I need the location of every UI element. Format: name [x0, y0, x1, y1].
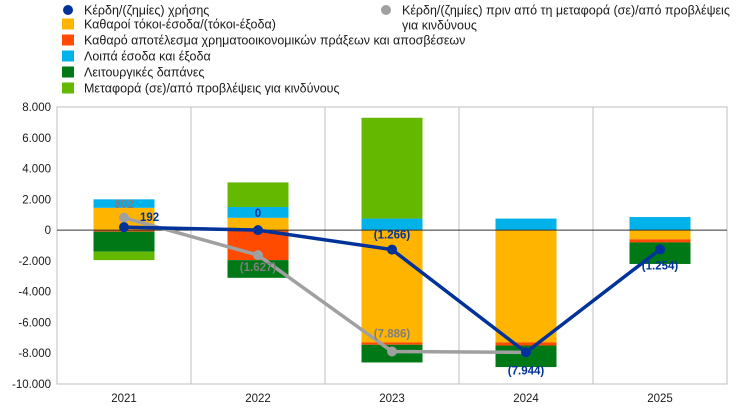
bar-segment-1 — [495, 230, 557, 343]
y-tick-label: 0 — [45, 225, 51, 237]
legend-swatch-1 — [62, 18, 74, 30]
bar-segment-1 — [629, 230, 691, 240]
series-point-1 — [119, 222, 129, 233]
data-label-line-2: (7.886) — [374, 328, 411, 340]
series-point-2 — [387, 346, 397, 357]
y-tick-label: -4.000 — [18, 287, 51, 299]
x-tick-label: 2023 — [379, 393, 405, 405]
bar-segment-5 — [361, 117, 423, 219]
data-label-line-2: (1.627) — [240, 262, 277, 274]
x-tick-label: 2024 — [513, 393, 539, 405]
data-label-line-1: (7.944) — [508, 365, 545, 377]
legend-label-line-2: Κέρδη/(ζημίες) πριν από τη μεταφορά (σε)… — [402, 4, 730, 33]
lines — [119, 212, 665, 358]
y-tick-label: 6.000 — [22, 133, 51, 145]
y-tick-label: 2.000 — [22, 194, 51, 206]
bar-segment-3 — [495, 218, 557, 231]
bar-segment-3 — [361, 218, 423, 231]
y-tick-label: 4.000 — [22, 164, 51, 176]
bar-segment-3 — [93, 199, 155, 208]
bar-segment-4 — [93, 231, 155, 252]
y-tick-label: -10.000 — [12, 379, 51, 391]
y-tick-label: 8.000 — [22, 102, 51, 114]
data-label-line-1: (1.266) — [374, 230, 411, 242]
x-tick-label: 2022 — [245, 393, 271, 405]
series-point-2 — [119, 212, 129, 223]
series-line-2 — [122, 216, 528, 355]
x-tick-label: 2021 — [111, 393, 137, 405]
bar-segment-5 — [93, 251, 155, 261]
legend-swatch-3 — [62, 50, 74, 62]
y-tick-label: -6.000 — [18, 317, 51, 329]
bar-segment-2 — [629, 239, 691, 243]
legend-label-line-1: Κέρδη/(ζημίες) χρήσης — [84, 4, 209, 18]
series-point-2 — [253, 250, 263, 261]
series-point-1 — [655, 244, 665, 255]
legend-swatch-4 — [62, 66, 74, 78]
legend-label-series-5: Μεταφορά (σε)/από προβλέψεις για κινδύνο… — [84, 82, 340, 96]
bar-segment-1 — [227, 217, 289, 231]
legend-swatch-2 — [62, 34, 74, 46]
series-point-1 — [387, 244, 397, 255]
legend-marker-line-2 — [381, 5, 391, 15]
data-label-line-1: 0 — [255, 208, 261, 220]
series-point-1 — [521, 347, 531, 358]
y-tick-label: -2.000 — [18, 256, 51, 268]
legend-label-series-1: Καθαροί τόκοι-έσοδα/(τόκοι-έξοδα) — [84, 18, 276, 32]
bars — [93, 117, 691, 368]
bar-segment-2 — [361, 342, 423, 345]
data-label-line-1: 192 — [140, 212, 159, 224]
legend-label-series-3: Λοιπά έσοδα και έξοδα — [84, 50, 211, 64]
data-label-line-1: (1.254) — [642, 260, 679, 272]
legend-marker-line-1 — [63, 5, 73, 15]
bar-segment-3 — [629, 217, 691, 231]
plot-area: 8.000 6.000 4.000 2.000 0 -2.000 -4.000 -6.000 -… — [12, 102, 728, 405]
legend-label-series-4: Λειτουργικές δαπάνες — [84, 66, 204, 80]
bar-segment-5 — [227, 182, 289, 208]
y-tick-label: -8.000 — [18, 348, 51, 360]
plot-border — [56, 106, 728, 385]
legend-swatch-5 — [62, 82, 74, 94]
legend-label-series-2: Καθαρό αποτέλεσμα χρηματοοικονομικών πρά… — [84, 34, 465, 48]
data-label-line-2: 802 — [114, 199, 133, 211]
series-point-1 — [253, 225, 263, 236]
data-labels: 192 0 (1.266) (7.944) (1.254) 802 (1.627) (7.88… — [114, 199, 678, 378]
bar-segment-3 — [227, 207, 289, 218]
x-tick-label: 2025 — [647, 393, 673, 405]
bar-segment-2 — [495, 342, 557, 346]
